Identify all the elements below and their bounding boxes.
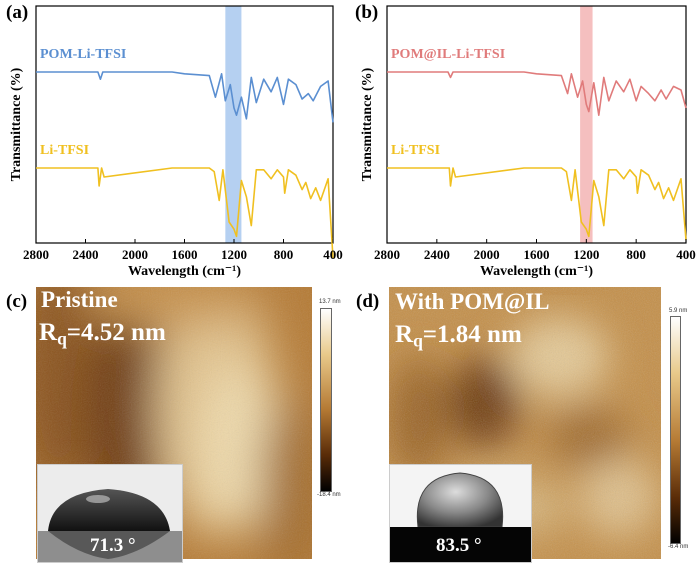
contact-angle-pom-il: 83.5 °: [436, 535, 482, 556]
series-line-li-tfsi: [36, 167, 334, 259]
legend-pom-li-tfsi: POM-Li-TFSI: [40, 47, 126, 62]
water-droplet-pom-il: [390, 465, 531, 562]
x-tick-label: 1200: [573, 247, 599, 262]
colorbar-max-pristine: 13.7 nm: [319, 299, 341, 305]
highlight-band: [225, 6, 242, 243]
x-tick-label: 1200: [221, 247, 247, 262]
ftir-chart-b: POM@IL-Li-TFSI Li-TFSI 2800 2400 2000 1600 120…: [360, 5, 696, 279]
series-line-pom-li-tfsi: [36, 71, 334, 123]
afm-title-pom-il: With POM@IL: [395, 289, 550, 314]
roughness-pom-il: Rq=1.84 nm: [395, 321, 522, 351]
series-line-pom-il-li-tfsi: [387, 71, 687, 116]
x-tick-label: 400: [323, 247, 343, 262]
legend-li-tfsi: Li-TFSI: [391, 143, 440, 158]
panel-label-c: (c): [6, 291, 28, 312]
x-tick-label: 800: [274, 247, 294, 262]
x-axis-label: Wavelength (cm⁻¹): [480, 264, 593, 279]
colorbar-pristine: [320, 308, 332, 492]
plot-frame: [35, 5, 334, 244]
x-tick-label: 400: [676, 247, 696, 262]
panel-label-a: (a): [6, 2, 29, 23]
x-tick-label: 2000: [122, 247, 148, 262]
contact-angle-inset-pom-il: 83.5 °: [389, 464, 532, 563]
contact-angle-pristine: 71.3 °: [90, 535, 136, 556]
panel-label-d: (d): [356, 291, 380, 312]
ftir-chart-a: POM-Li-TFSI Li-TFSI 2800 2400 2000 1600 1200 80…: [9, 5, 343, 279]
x-tick-label: 2400: [424, 247, 450, 262]
colorbar-min-pristine: -18.4 nm: [317, 492, 341, 498]
x-tick-label: 2800: [23, 247, 49, 262]
x-tick-label: 1600: [172, 247, 198, 262]
series-line-li-tfsi: [387, 167, 687, 241]
x-axis-label: Wavelength (cm⁻¹): [128, 264, 241, 279]
roughness-pristine: Rq=4.52 nm: [39, 319, 166, 349]
colorbar-pom-il: [670, 316, 681, 544]
water-droplet-pristine: [38, 465, 182, 562]
highlight-band: [580, 6, 593, 243]
afm-title-pristine: Pristine: [41, 287, 118, 312]
x-tick-label: 1600: [524, 247, 550, 262]
x-tick-label: 2000: [474, 247, 500, 262]
panel-label-b: (b): [355, 2, 379, 23]
legend-pom-il-li-tfsi: POM@IL-Li-TFSI: [391, 47, 505, 62]
colorbar-min-pom-il: -6.4 nm: [668, 544, 689, 550]
colorbar-max-pom-il: 5.9 nm: [669, 308, 688, 314]
y-axis-label: Transmittance (%): [360, 67, 375, 181]
plot-frame: [386, 5, 687, 244]
x-tick-label: 800: [626, 247, 646, 262]
legend-li-tfsi: Li-TFSI: [40, 143, 89, 158]
y-axis-label: Transmittance (%): [9, 67, 24, 181]
x-tick-label: 2400: [73, 247, 99, 262]
contact-angle-inset-pristine: 71.3 °: [37, 464, 183, 563]
x-tick-label: 2800: [374, 247, 400, 262]
